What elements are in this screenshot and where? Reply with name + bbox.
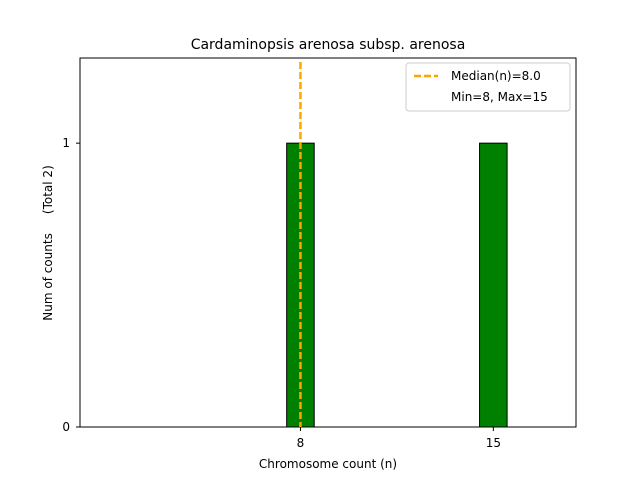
legend-frame — [405, 62, 571, 112]
legend: Median(n)=8.0 Min=8, Max=15 — [405, 62, 571, 112]
y-tick-label-0: 0 — [62, 420, 70, 434]
axes-frame — [79, 57, 577, 428]
x-tick-label-8: 8 — [297, 436, 305, 450]
plot-area — [79, 57, 577, 428]
legend-median-label: Median(n)=8.0 — [451, 69, 541, 83]
legend-minmax-label: Min=8, Max=15 — [451, 90, 548, 104]
y-axis-label: Num of counts (Total 2) — [41, 165, 55, 320]
x-axis-label: Chromosome count (n) — [259, 457, 397, 471]
y-axis-ticks: 01 — [62, 136, 80, 434]
bar-series — [286, 142, 508, 428]
bar-15 — [479, 142, 508, 428]
chart-title: Cardaminopsis arenosa subsp. arenosa — [191, 37, 466, 53]
x-axis-ticks: 8 15 — [297, 427, 501, 450]
y-tick-label-1: 1 — [62, 136, 70, 150]
x-tick-label-15: 15 — [486, 436, 501, 450]
